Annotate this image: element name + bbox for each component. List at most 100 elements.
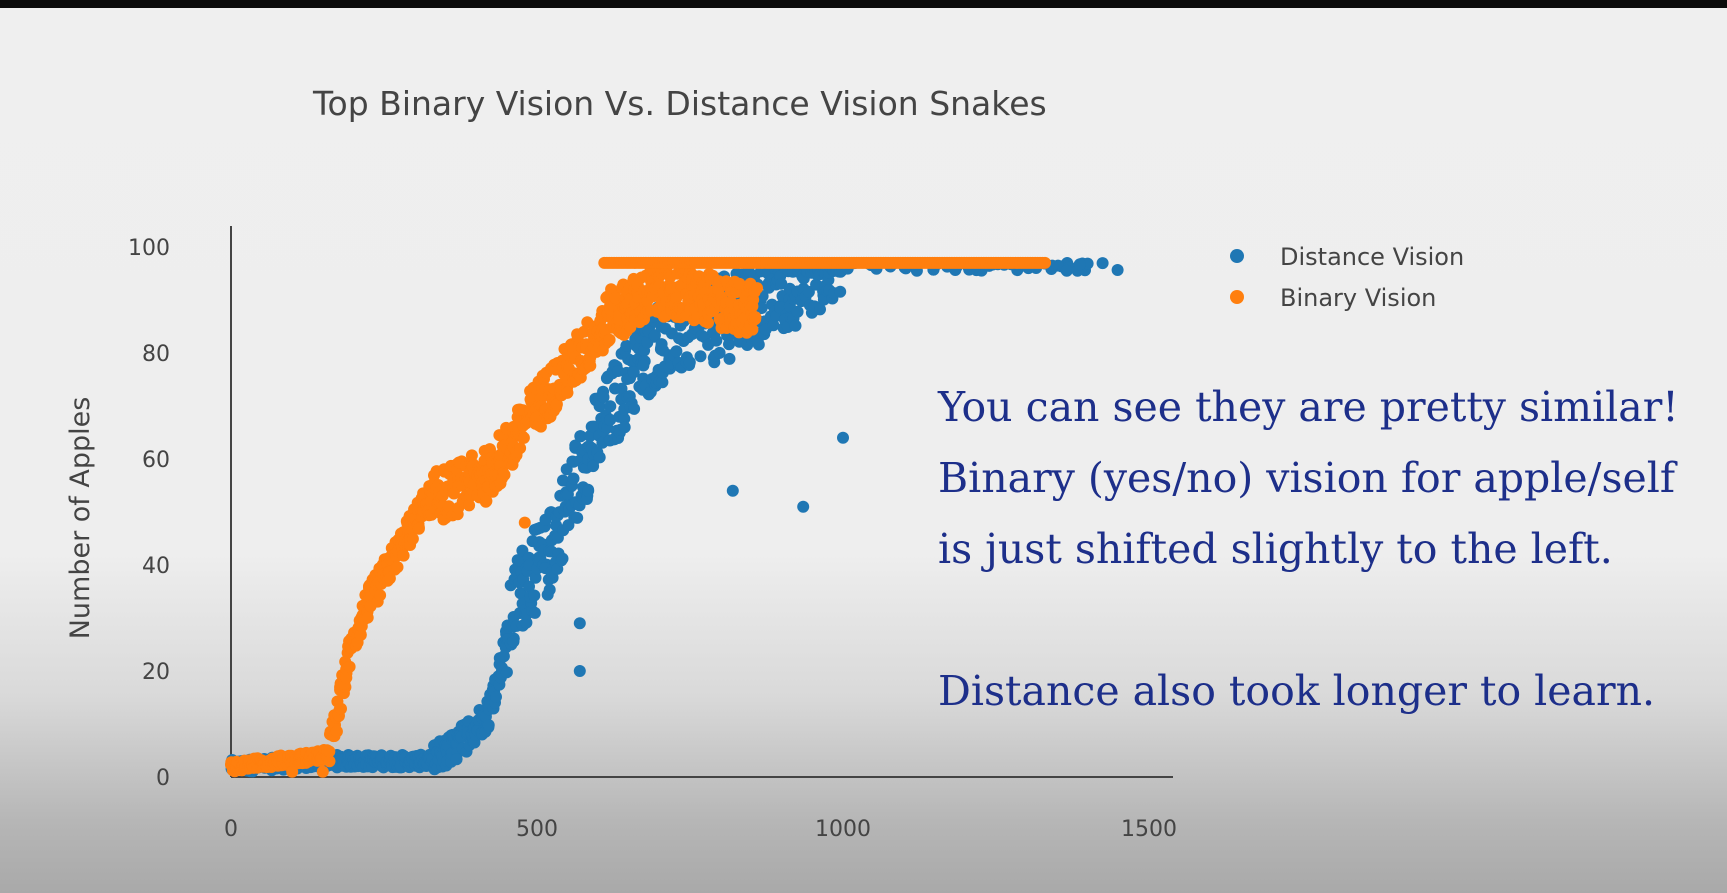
annotation-spacer <box>938 585 1718 656</box>
annotation-line-1: You can see they are pretty similar! <box>938 383 1679 431</box>
top-bar <box>0 0 1727 8</box>
distance-vision-point <box>723 352 736 365</box>
binary-vision-point <box>550 398 563 411</box>
distance-vision-point <box>710 334 723 347</box>
distance-vision-point <box>543 583 556 596</box>
binary-vision-point <box>1039 256 1051 269</box>
distance-vision-point <box>834 285 847 298</box>
distance-vision-point <box>529 571 542 584</box>
x-tick-label: 1000 <box>815 817 871 842</box>
binary-vision-point <box>335 702 347 715</box>
binary-vision-point <box>343 660 356 673</box>
binary-vision-point <box>330 725 343 738</box>
legend-marker-distance-vision <box>1230 249 1244 263</box>
distance-vision-point <box>620 339 633 352</box>
distance-vision-point <box>597 391 610 404</box>
distance-vision-point <box>656 376 669 389</box>
distance-vision-point <box>1060 264 1073 277</box>
distance-vision-point <box>514 587 527 600</box>
distance-vision-point <box>604 400 617 413</box>
binary-vision-point <box>749 311 762 324</box>
binary-vision-point <box>383 572 396 585</box>
distance-vision-point <box>713 346 726 359</box>
annotation-text: You can see they are pretty similar! Bin… <box>938 372 1718 727</box>
distance-vision-point <box>450 753 463 766</box>
distance-vision-point <box>556 552 569 565</box>
binary-vision-point <box>340 671 353 684</box>
binary-vision-point <box>361 611 374 624</box>
y-tick-label: 0 <box>156 766 170 791</box>
distance-vision-point <box>593 400 606 413</box>
distance-vision-point <box>593 451 606 464</box>
binary-vision-point <box>463 499 476 512</box>
binary-vision-point <box>391 561 404 574</box>
distance-vision-point <box>1096 257 1109 270</box>
distance-vision-point <box>604 413 617 426</box>
binary-vision-point <box>746 300 759 313</box>
x-tick-label: 0 <box>224 817 238 842</box>
distance-vision-point <box>648 329 661 342</box>
distance-vision-point <box>1111 264 1124 276</box>
distance-vision-point <box>837 431 849 444</box>
distance-vision-point <box>755 302 768 315</box>
binary-vision-point <box>406 532 419 545</box>
distance-vision-point <box>802 285 815 298</box>
distance-vision-point <box>520 616 533 629</box>
annotation-line-3: is just shifted slightly to the left. <box>938 525 1613 573</box>
x-ticks: 0 500 1000 1500 <box>224 817 1177 842</box>
y-tick-label: 20 <box>142 660 170 685</box>
distance-vision-point <box>723 338 735 351</box>
legend-marker-binary-vision <box>1230 290 1244 304</box>
distance-vision-point <box>583 430 596 443</box>
binary-vision-point <box>517 431 530 444</box>
binary-vision-point <box>480 495 493 507</box>
y-tick-label: 100 <box>128 236 170 261</box>
distance-vision-point <box>528 589 541 602</box>
distance-vision-point <box>490 690 502 703</box>
distance-vision-point <box>571 511 584 524</box>
binary-vision-point <box>323 745 336 758</box>
binary-vision-point <box>702 316 714 329</box>
distance-vision-point <box>694 350 707 363</box>
distance-vision-point <box>528 606 541 619</box>
distance-vision-point <box>637 359 650 372</box>
distance-vision-point <box>791 305 804 318</box>
x-tick-label: 500 <box>516 817 558 842</box>
distance-vision-point <box>627 366 640 379</box>
y-tick-label: 80 <box>142 342 170 367</box>
annotation-line-2: Binary (yes/no) vision for apple/self <box>938 454 1676 502</box>
binary-vision-point <box>323 755 336 768</box>
binary-vision-point <box>498 468 511 481</box>
y-tick-label: 60 <box>142 448 170 473</box>
distance-vision-point <box>670 345 683 358</box>
distance-vision-point <box>587 460 600 473</box>
distance-vision-point <box>482 719 495 732</box>
binary-vision-point <box>412 522 425 535</box>
binary-vision-point <box>374 589 387 602</box>
annotation-line-4: Distance also took longer to learn. <box>938 667 1656 715</box>
distance-vision-point <box>752 338 765 351</box>
distance-vision-point <box>573 665 586 677</box>
binary-vision-point <box>286 765 299 778</box>
distance-vision-point <box>618 412 631 425</box>
legend-label-distance-vision: Distance Vision <box>1280 243 1464 271</box>
distance-vision-point <box>523 580 535 593</box>
binary-vision-point <box>534 420 547 433</box>
y-tick-label: 40 <box>142 554 170 579</box>
distance-vision-point <box>789 319 802 332</box>
binary-vision-point <box>316 765 329 778</box>
binary-vision-point <box>397 549 410 562</box>
binary-vision-point <box>514 442 527 455</box>
distance-vision-point <box>582 484 595 497</box>
distance-vision-point <box>726 484 739 497</box>
binary-vision-point <box>584 359 597 372</box>
distance-vision-point <box>1073 258 1086 271</box>
binary-vision-points <box>225 256 1051 778</box>
distance-vision-point <box>497 650 510 663</box>
distance-vision-point <box>507 635 520 648</box>
binary-vision-point <box>518 516 531 529</box>
legend-label-binary-vision: Binary Vision <box>1280 284 1436 312</box>
binary-vision-point <box>354 629 367 641</box>
distance-vision-point <box>628 402 641 415</box>
